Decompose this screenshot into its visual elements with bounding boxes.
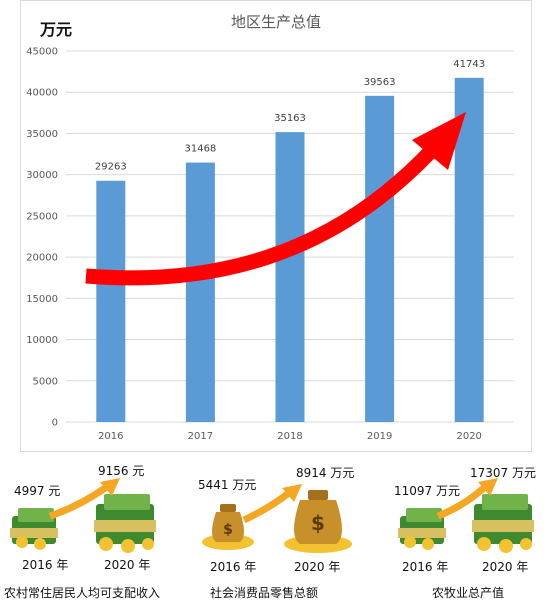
- money-stack-icon: [398, 478, 534, 553]
- y-axis-ticks: 0 5000 10000 15000 20000 25000 30000 35000 40000…: [26, 47, 58, 429]
- bar-2017: [185, 162, 215, 422]
- money-bag-icon: $ $: [202, 484, 352, 553]
- data-label-2020: 41743: [453, 59, 485, 70]
- income-caption: 农村常住居民人均可支配收入: [4, 586, 161, 600]
- unit-label: 万元: [40, 20, 73, 39]
- agri-2020-value: 17307 万元: [470, 466, 536, 480]
- trend-arrow: [85, 112, 466, 286]
- income-2020-year: 2020 年: [104, 558, 151, 572]
- agri-2016-value: 11097 万元: [394, 484, 460, 498]
- data-label-2018: 35163: [274, 113, 306, 124]
- retail-2016-value: 5441 万元: [198, 478, 257, 492]
- y-tick-label: 5000: [33, 376, 58, 387]
- svg-text:$: $: [223, 522, 233, 538]
- x-tick-label-2017: 2017: [188, 431, 213, 442]
- data-label-2019: 39563: [364, 77, 396, 88]
- bar-2018: [275, 132, 305, 423]
- retail-2020-value: 8914 万元: [296, 466, 355, 480]
- income-panel: 4997 元 9156 元 2016 年 2020 年 农村常住居民人均可支配收…: [0, 456, 180, 602]
- data-label-2017: 31468: [184, 144, 216, 155]
- agri-caption: 农牧业总产值: [432, 586, 505, 600]
- retail-2020-year: 2020 年: [294, 560, 341, 574]
- y-tick-label: 45000: [26, 47, 58, 58]
- data-label-2016: 29263: [95, 162, 127, 173]
- retail-2016-year: 2016 年: [210, 560, 257, 574]
- y-tick-label: 40000: [26, 88, 58, 99]
- agri-2020-year: 2020 年: [482, 560, 529, 574]
- income-2016-value: 4997 元: [14, 484, 61, 498]
- y-tick-label: 35000: [26, 129, 58, 140]
- stack-right: [94, 494, 156, 553]
- x-tick-label-2018: 2018: [277, 431, 302, 442]
- chart-title: 地区生产总值: [231, 13, 321, 31]
- y-tick-label: 0: [52, 418, 58, 429]
- agriculture-panel: 11097 万元 17307 万元 2016 年 2020 年 农牧业总产值: [374, 456, 554, 602]
- stack-left: [398, 508, 446, 550]
- data-labels: 29263 31468 35163 39563 41743: [95, 59, 485, 173]
- money-stack-icon: [10, 478, 156, 553]
- y-tick-label: 15000: [26, 294, 58, 305]
- retail-caption: 社会消费品零售总额: [210, 586, 319, 600]
- y-tick-label: 20000: [26, 253, 58, 264]
- bar-2016: [96, 180, 126, 422]
- stack-right: [472, 494, 534, 553]
- retail-panel: $ $ 5441 万元 8914 万元 2016 年 2020 年 社会消费品零…: [186, 456, 366, 602]
- main-chart: 地区生产总值 0 5000 10000 15000 20000 25000 30000 350…: [26, 13, 514, 442]
- x-axis-ticks: 2016 2017 2018 2019 2020: [98, 431, 482, 442]
- x-tick-label-2016: 2016: [98, 431, 123, 442]
- gridlines: [66, 50, 514, 423]
- bar-2020: [454, 77, 484, 422]
- bar-2019: [365, 95, 395, 422]
- income-2016-year: 2016 年: [22, 558, 69, 572]
- y-tick-label: 25000: [26, 211, 58, 222]
- agri-2016-year: 2016 年: [402, 560, 449, 574]
- x-tick-label-2020: 2020: [456, 431, 481, 442]
- bag-right: $: [284, 490, 352, 553]
- bag-left: $: [202, 504, 254, 550]
- y-tick-label: 10000: [26, 335, 58, 346]
- income-2020-value: 9156 元: [98, 464, 145, 478]
- bars: [96, 77, 484, 423]
- x-tick-label-2019: 2019: [367, 431, 392, 442]
- y-tick-label: 30000: [26, 170, 58, 181]
- stack-left: [10, 508, 58, 550]
- svg-text:$: $: [311, 511, 325, 535]
